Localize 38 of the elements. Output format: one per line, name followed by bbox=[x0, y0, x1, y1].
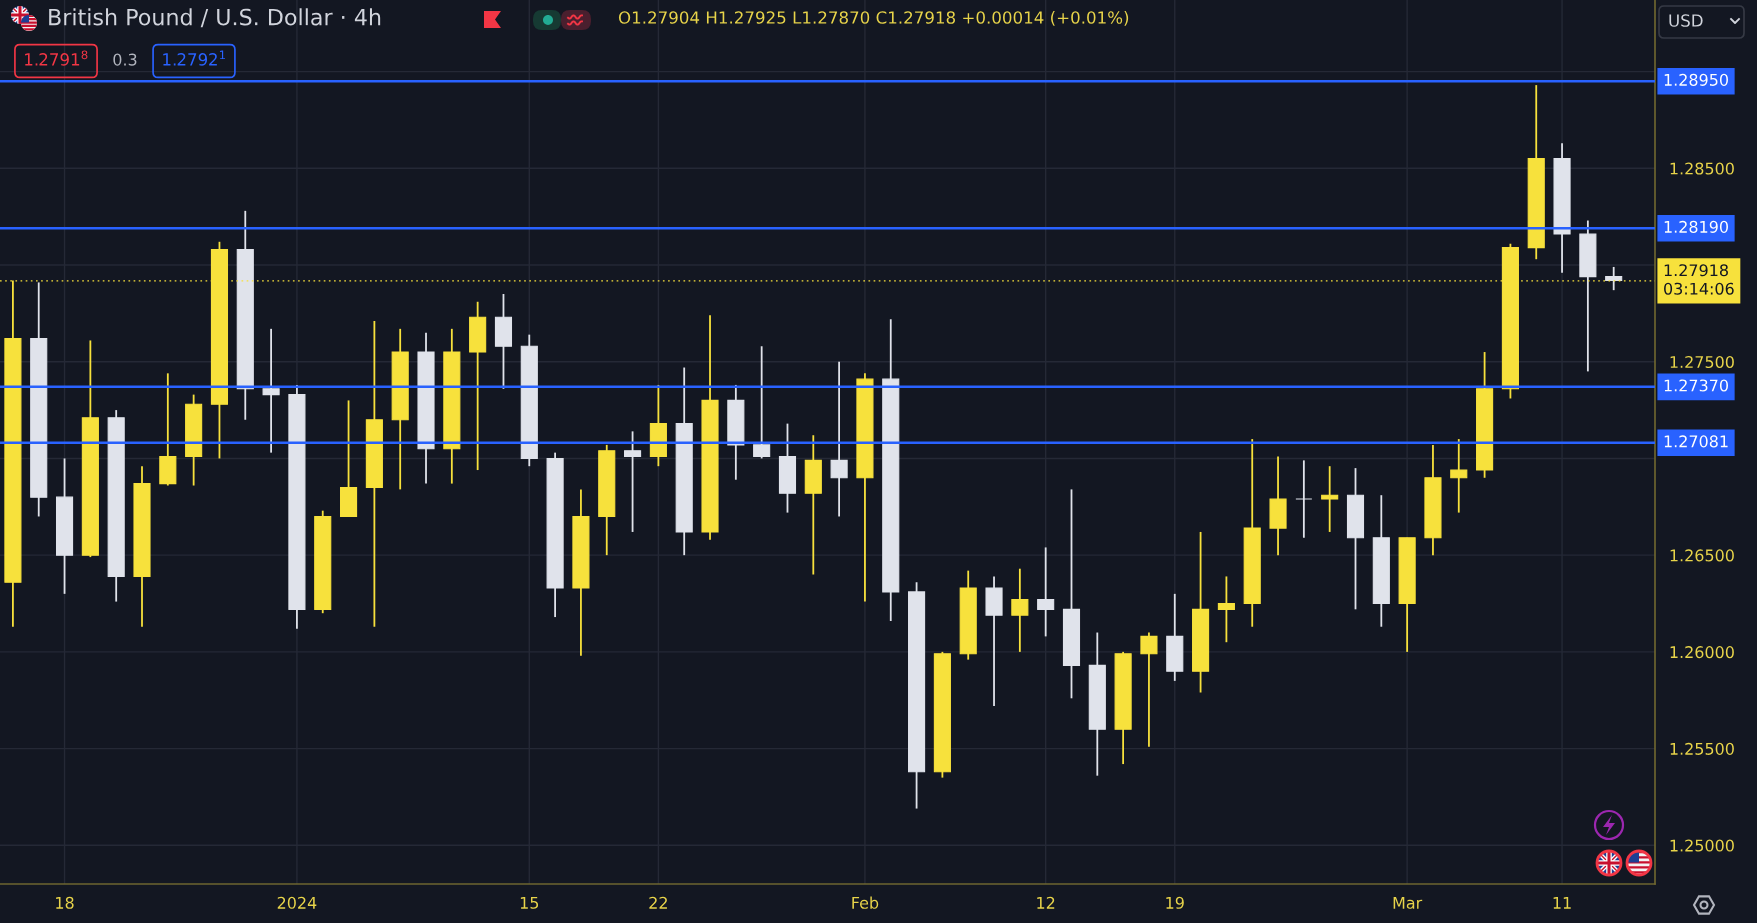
x-tick-label: 2024 bbox=[277, 896, 317, 909]
ref-line-label: 1.27370 bbox=[1664, 379, 1728, 392]
candlestick bbox=[753, 345, 771, 460]
y-tick-label: 1.26500 bbox=[1670, 549, 1734, 562]
text: USD bbox=[1669, 14, 1703, 27]
candlestick bbox=[1011, 567, 1029, 653]
annotation: 1.2791$^{8}$ bbox=[25, 50, 88, 66]
annotation: 0.3 bbox=[113, 53, 137, 66]
candlestick bbox=[1037, 546, 1055, 638]
y-tick-label: 1.27500 bbox=[1670, 355, 1734, 369]
candlestick bbox=[1217, 575, 1235, 644]
candlestick bbox=[1140, 631, 1158, 748]
x-tick-label: 11 bbox=[1553, 896, 1571, 909]
ref-line-label: 1.28950 bbox=[1664, 73, 1728, 86]
ref-line-label: 1.28190 bbox=[1664, 220, 1728, 233]
candlestick bbox=[1295, 459, 1313, 539]
x-tick-label: 15 bbox=[520, 896, 539, 909]
candlestick bbox=[624, 430, 642, 533]
annotation: O1.27904 H1.27925 L1.27870 C1.27918 +0.00014 (+0.01%) bbox=[618, 10, 1129, 26]
x-tick-label: 19 bbox=[1166, 896, 1184, 909]
x-tick-label: 22 bbox=[649, 896, 667, 909]
x-tick-label: 18 bbox=[56, 896, 74, 909]
x-tick-label: Feb bbox=[852, 896, 879, 909]
candlestick bbox=[1605, 266, 1623, 292]
candlestick bbox=[1321, 465, 1339, 533]
candlestick bbox=[1450, 438, 1468, 514]
x-tick-label: 12 bbox=[1037, 896, 1055, 909]
ref-line-label: 1.27918 03:14:06 bbox=[1664, 264, 1734, 295]
candlestick bbox=[830, 360, 848, 518]
chart-title: British Pound / U.S. Dollar · 4h bbox=[49, 8, 381, 28]
annotation: 1.2792$^{1}$ bbox=[163, 50, 226, 66]
y-tick-label: 1.25500 bbox=[1670, 742, 1734, 755]
y-tick-label: 1.25000 bbox=[1670, 839, 1734, 852]
candlestick bbox=[262, 327, 280, 454]
x-tick-label: Mar bbox=[1393, 896, 1423, 909]
y-tick-label: 1.26000 bbox=[1670, 646, 1734, 659]
y-tick-label: 1.28500 bbox=[1670, 162, 1734, 175]
ref-line-label: 1.27081 bbox=[1664, 435, 1728, 448]
